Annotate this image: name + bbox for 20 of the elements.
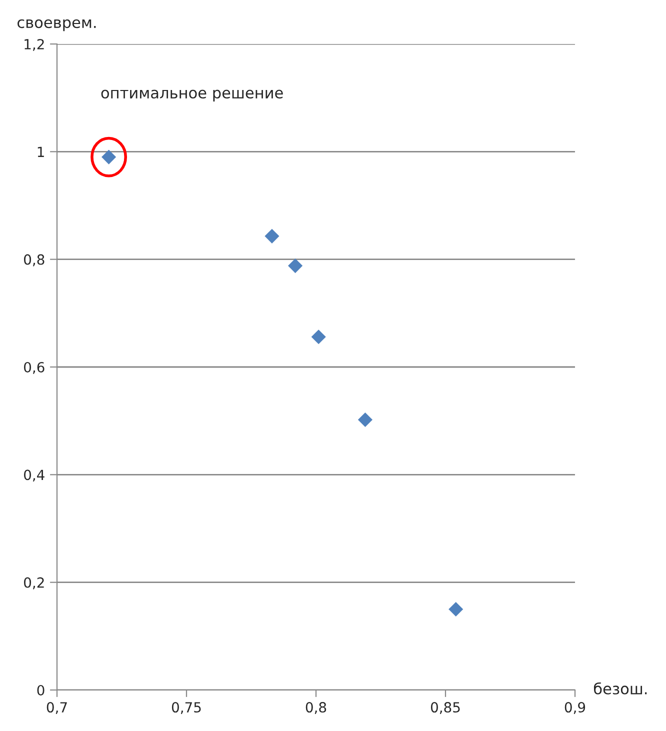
y-tick-label: 0,8 [24, 254, 44, 266]
point [264, 228, 280, 244]
x-tick-label: 0,8 [306, 702, 326, 714]
y-tick-label: 0,2 [24, 577, 44, 590]
y-tick-label: 1,2 [24, 38, 44, 51]
annotation: оптимальное решение [101, 90, 283, 102]
y-axis-title: своеврем. [18, 19, 96, 32]
y-tick-label: 1 [38, 146, 44, 157]
y-tick-label: 0 [37, 684, 44, 696]
x-tick-label: 0,85 [430, 702, 460, 714]
x-tick-label: 0,7 [46, 702, 67, 714]
point [358, 412, 372, 428]
y-tick-label: 0,4 [24, 470, 44, 482]
point [448, 602, 464, 617]
x-tick-label: 0,9 [564, 702, 586, 714]
point [311, 330, 326, 344]
point [288, 258, 303, 274]
x-axis-title: безош. [594, 682, 647, 694]
y-tick-label: 0,6 [24, 362, 44, 374]
x-tick-label: 0,75 [172, 702, 201, 714]
